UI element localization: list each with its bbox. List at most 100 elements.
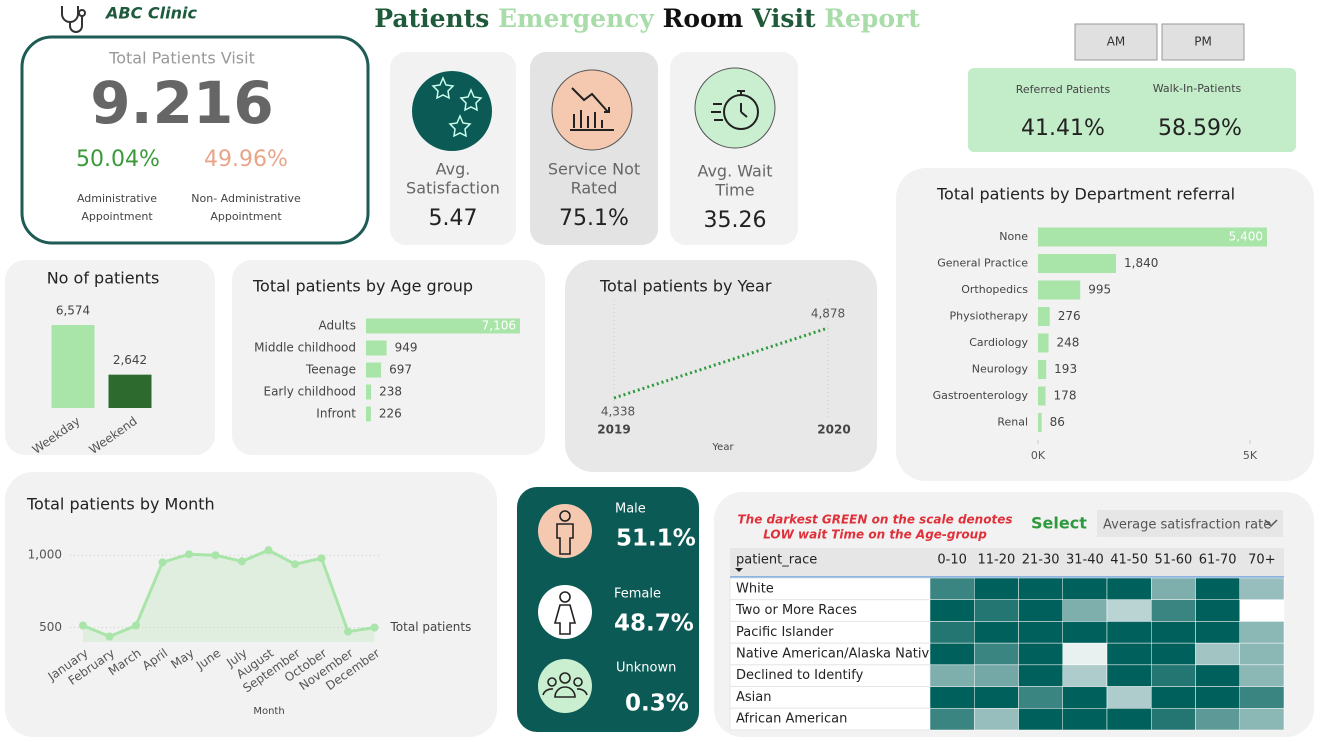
- bar: [366, 362, 382, 378]
- point: [238, 557, 246, 566]
- brand-icon: [61, 6, 86, 33]
- chart-title: Total patients by Month: [26, 495, 215, 514]
- heat-cell: [1062, 686, 1108, 709]
- y-tick-label: Gastroenterology: [933, 389, 1029, 402]
- button-label[interactable]: AM: [1107, 35, 1126, 49]
- bar: [1038, 280, 1081, 300]
- value-label: 6,574: [56, 304, 90, 318]
- column-header: 11-20: [977, 553, 1015, 568]
- heat-cell: [1239, 686, 1285, 709]
- point: [132, 621, 140, 630]
- row-label: African American: [736, 712, 847, 727]
- kpi-label: Appointment: [210, 210, 282, 223]
- point: [317, 554, 326, 563]
- y-tick-label: Orthopedics: [961, 283, 1028, 296]
- line: [82, 548, 375, 639]
- column-header: 61-70: [1199, 553, 1237, 568]
- y-tick-label: Neurology: [972, 363, 1029, 376]
- chart-card: [565, 260, 877, 472]
- chart-title: No of patients: [47, 269, 160, 288]
- kpi-value: 41.41%: [1021, 116, 1105, 141]
- dropdown-value[interactable]: Average satisfraction rate: [1103, 518, 1271, 533]
- bar: [366, 340, 387, 356]
- table-header: [730, 548, 1284, 576]
- heat-cell: [1018, 708, 1063, 731]
- heat-cell: [1239, 621, 1285, 644]
- kpi-label: Time: [714, 181, 754, 200]
- bar: [1038, 386, 1046, 406]
- sort-icon[interactable]: [735, 568, 743, 572]
- heat-cell: [929, 577, 975, 600]
- satisfaction-icon: [412, 71, 492, 151]
- point: [105, 632, 114, 641]
- column-header: 0-10: [937, 553, 967, 568]
- female-icon: [538, 585, 592, 639]
- gender-value: 0.3%: [625, 691, 689, 717]
- heat-cell: [1106, 708, 1152, 731]
- value-label: 4,338: [601, 405, 635, 419]
- point: [370, 623, 379, 632]
- kpi-value: 9.216: [90, 69, 273, 137]
- bar: [1038, 307, 1050, 326]
- heat-cell: [1062, 708, 1108, 731]
- kpi-label: Total Patients Visit: [108, 49, 255, 68]
- heat-cell: [1239, 642, 1285, 666]
- am-button[interactable]: [1074, 23, 1158, 61]
- kpi-value: 49.96%: [204, 147, 288, 172]
- kpi-label: Avg. Wait: [697, 162, 772, 181]
- kpi-label: Satisfaction: [406, 179, 500, 198]
- heat-cell: [1106, 686, 1152, 709]
- y-tick-label: Infront: [316, 407, 356, 421]
- value-label: 949: [395, 341, 418, 355]
- value-label: 193: [1054, 362, 1077, 376]
- x-tick-label: 0K: [1031, 449, 1046, 462]
- chart-card: [896, 168, 1314, 481]
- column-header: 51-60: [1154, 553, 1192, 568]
- heat-cell: [929, 686, 975, 709]
- value-label: 248: [1057, 336, 1080, 350]
- heat-cell: [1239, 577, 1285, 600]
- heat-cell: [1195, 577, 1240, 600]
- gender-label: Male: [615, 502, 646, 517]
- kpi-value: 75.1%: [559, 206, 629, 231]
- row-label: Asian: [736, 690, 771, 705]
- x-axis-title: Month: [253, 706, 284, 717]
- pm-button[interactable]: [1161, 23, 1245, 61]
- column-header: 21-30: [1022, 553, 1060, 568]
- heat-cell: [1151, 664, 1196, 687]
- heat-cell: [1195, 642, 1240, 666]
- point: [158, 558, 167, 567]
- kpi-value: 35.26: [704, 208, 767, 233]
- heat-cell: [1151, 686, 1196, 709]
- heat-cell: [1106, 577, 1152, 600]
- kpi-label: Administrative: [77, 192, 157, 205]
- x-axis-title: Year: [711, 442, 734, 453]
- button-label[interactable]: PM: [1194, 35, 1212, 49]
- point: [79, 621, 87, 630]
- dropdown-chevron[interactable]: [1264, 519, 1278, 528]
- y-tick-label: Renal: [997, 416, 1028, 429]
- brand: ABC Clinic: [104, 4, 197, 23]
- heat-cell: [974, 621, 1019, 644]
- heat-cell: [1195, 708, 1240, 731]
- value-label: 1,840: [1124, 256, 1158, 270]
- heat-cell: [1151, 621, 1196, 644]
- value-label: 4,878: [811, 307, 845, 321]
- title-word: Visit: [751, 4, 816, 33]
- y-tick-label: 500: [39, 620, 62, 634]
- chart-card: [5, 472, 497, 737]
- select-label: Select: [1031, 514, 1087, 533]
- heat-cell: [929, 599, 975, 622]
- point: [291, 560, 299, 569]
- series-label: Total patients: [390, 620, 472, 634]
- chart-title: Total patients by Year: [599, 277, 772, 296]
- kpi-label: Referred Patients: [1016, 83, 1111, 96]
- row-label: Pacific Islander: [736, 625, 834, 640]
- value-label: 2,642: [113, 353, 147, 367]
- x-tick-label: 5K: [1243, 449, 1258, 462]
- heat-cell: [974, 642, 1019, 666]
- kpi-label: Non- Administrative: [191, 192, 301, 205]
- y-tick-label: General Practice: [937, 257, 1028, 270]
- measure-dropdown[interactable]: [1097, 510, 1283, 537]
